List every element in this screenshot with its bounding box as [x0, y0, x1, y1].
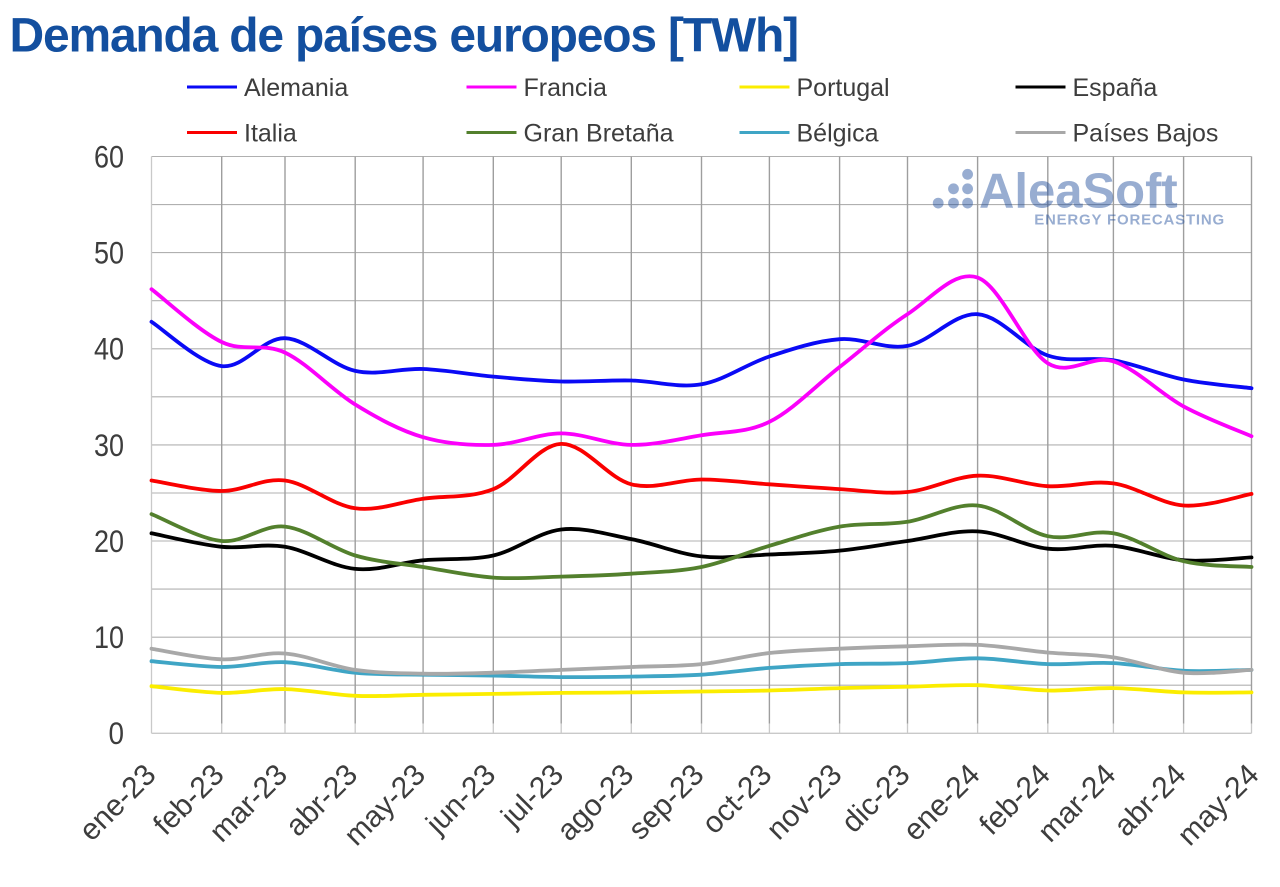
svg-text:Países Bajos: Países Bajos	[1073, 120, 1219, 148]
svg-text:Alemania: Alemania	[244, 74, 348, 102]
svg-text:AleaSoft: AleaSoft	[979, 165, 1178, 219]
svg-text:Francia: Francia	[524, 74, 607, 102]
svg-text:50: 50	[94, 235, 124, 271]
svg-text:Portugal: Portugal	[797, 74, 890, 102]
svg-text:20: 20	[94, 523, 124, 559]
svg-text:10: 10	[94, 619, 124, 655]
svg-text:60: 60	[94, 138, 124, 174]
svg-text:0: 0	[109, 715, 125, 751]
svg-text:Gran Bretaña: Gran Bretaña	[524, 120, 674, 148]
svg-text:ENERGY FORECASTING: ENERGY FORECASTING	[1034, 212, 1225, 229]
svg-text:Bélgica: Bélgica	[797, 120, 879, 148]
svg-text:Italia: Italia	[244, 120, 297, 148]
svg-text:30: 30	[94, 427, 124, 463]
svg-text:40: 40	[94, 331, 124, 367]
svg-text:Demanda de países europeos [TW: Demanda de países europeos [TWh]	[10, 10, 798, 63]
svg-text:España: España	[1073, 74, 1158, 102]
